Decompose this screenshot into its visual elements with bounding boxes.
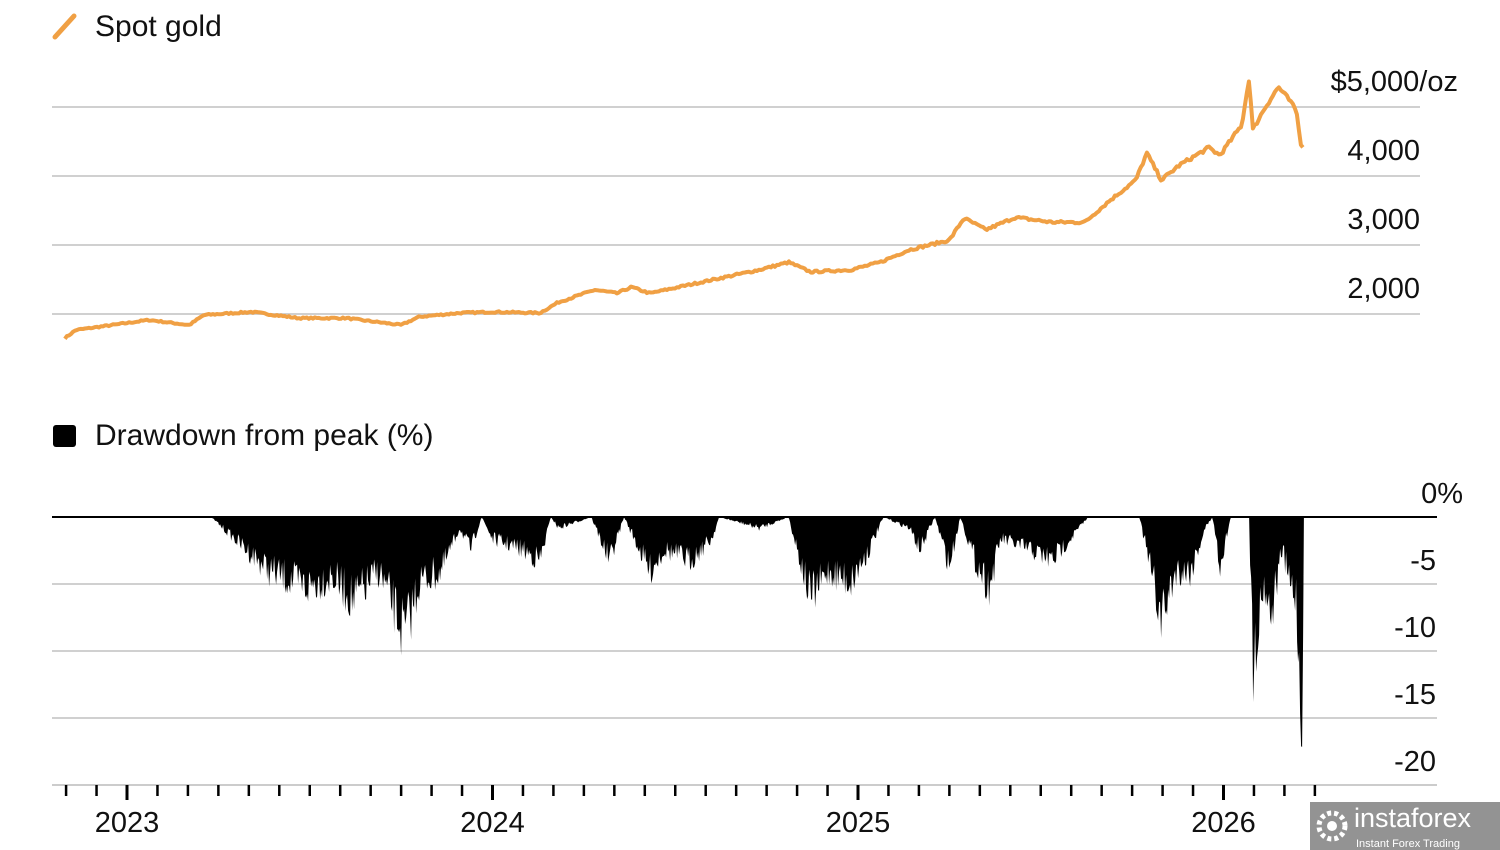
y-tick-label: 3,000	[1347, 204, 1420, 236]
legend-spot-gold: Spot gold	[52, 10, 222, 43]
y-tick-label: -10	[1394, 612, 1436, 644]
legend-drawdown: Drawdown from peak (%)	[53, 419, 433, 452]
x-tick-label: 2024	[460, 807, 525, 839]
drawdown-area	[211, 517, 1304, 747]
y-tick-label: -15	[1394, 679, 1436, 711]
x-tick-label: 2023	[95, 807, 160, 839]
gear-logo-icon	[1316, 810, 1348, 842]
y-tick-label: -20	[1394, 746, 1436, 778]
x-tick-label: 2025	[826, 807, 891, 839]
x-axis: 2023 2024 2025 2026	[52, 784, 1437, 839]
watermark-tagline: Instant Forex Trading	[1356, 838, 1460, 850]
spot-gold-line	[63, 79, 1305, 340]
y-tick-label: $5,000/oz	[1331, 66, 1458, 98]
legend-label: Spot gold	[95, 10, 222, 43]
drawdown-gridlines	[52, 583, 1437, 786]
square-legend-icon	[53, 425, 76, 447]
price-axis-labels: $5,000/oz 4,000 3,000 2,000	[1331, 66, 1458, 305]
y-tick-label: -5	[1410, 545, 1436, 577]
y-tick-label: 0%	[1421, 478, 1463, 510]
y-tick-label: 4,000	[1347, 135, 1420, 167]
legend-label: Drawdown from peak (%)	[95, 419, 433, 452]
watermark: instaforex Instant Forex Trading	[1310, 802, 1500, 850]
price-gridlines	[52, 106, 1420, 315]
watermark-brand: instaforex	[1354, 803, 1472, 833]
x-tick-label: 2026	[1191, 807, 1256, 839]
line-legend-icon	[52, 13, 77, 40]
y-tick-label: 2,000	[1347, 273, 1420, 305]
drawdown-axis-labels: 0% -5 -10 -15 -20	[1394, 478, 1463, 778]
